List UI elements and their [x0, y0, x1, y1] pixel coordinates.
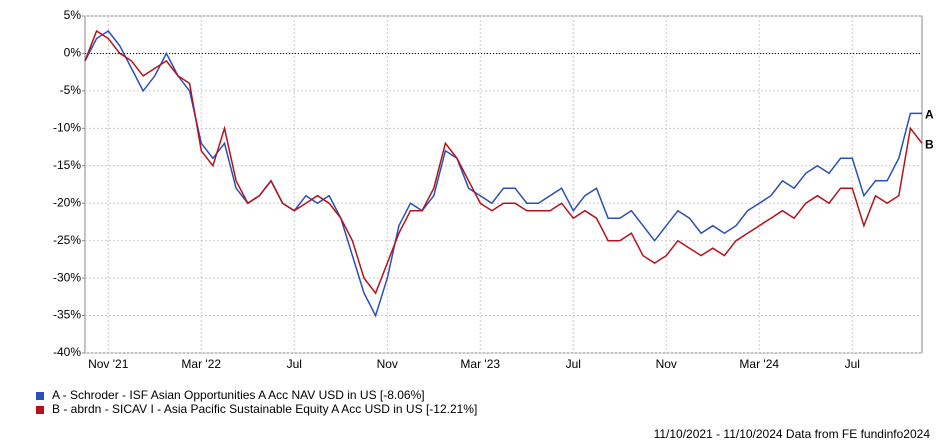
plot-area: [84, 15, 923, 354]
x-tick-label: Mar '22: [181, 357, 221, 371]
legend-swatch: [36, 392, 44, 400]
series-tag: A: [925, 108, 934, 122]
y-tick-label: -35%: [53, 308, 81, 322]
y-tick-label: -15%: [53, 158, 81, 172]
y-tick-label: -25%: [53, 233, 81, 247]
y-tick-label: -40%: [53, 345, 81, 359]
x-tick-label: Nov: [377, 357, 398, 371]
y-tick-label: -5%: [60, 83, 82, 97]
x-tick-label: Nov: [656, 357, 677, 371]
series-line: [84, 29, 923, 295]
x-tick-label: Nov '21: [88, 357, 129, 371]
x-tick-label: Jul: [845, 357, 860, 371]
series-tag: B: [925, 137, 934, 151]
y-tick-label: -10%: [53, 121, 81, 135]
y-tick-label: -20%: [53, 195, 81, 209]
x-tick-label: Jul: [566, 357, 581, 371]
x-tick-label: Mar '23: [460, 357, 500, 371]
x-tick-label: Mar '24: [739, 357, 779, 371]
legend-swatch: [36, 406, 44, 414]
series-line: [84, 29, 922, 318]
y-tick-label: -30%: [53, 270, 81, 284]
legend-label: B - abrdn - SICAV I - Asia Pacific Susta…: [52, 402, 477, 416]
footer: 11/10/2021 - 11/10/2024 Data from FE fun…: [654, 427, 931, 441]
y-tick-label: 0%: [64, 46, 82, 60]
legend-label: A - Schroder - ISF Asian Opportunities A…: [52, 388, 425, 402]
y-tick-label: 5%: [64, 8, 82, 22]
x-tick-label: Jul: [287, 357, 302, 371]
